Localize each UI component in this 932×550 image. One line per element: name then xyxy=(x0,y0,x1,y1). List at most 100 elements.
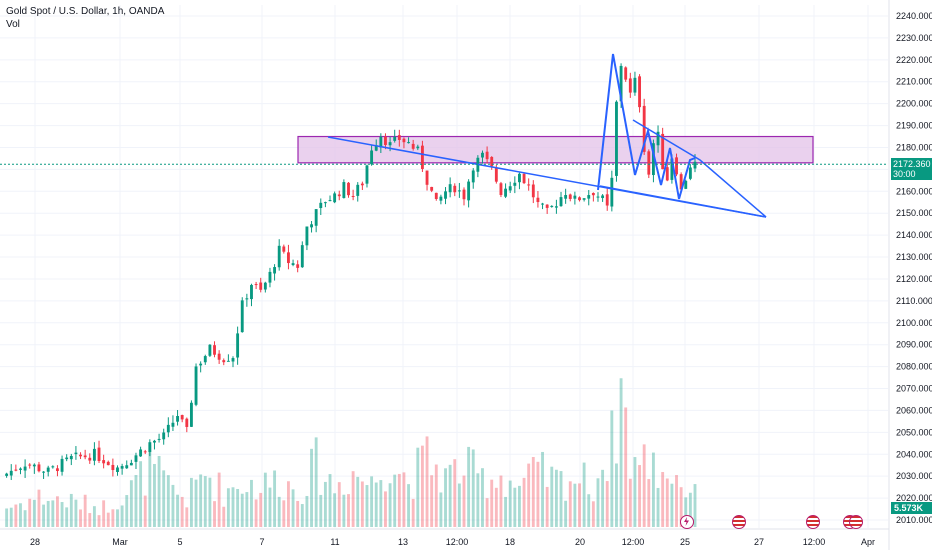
volume-bar xyxy=(296,500,300,527)
candle-body xyxy=(333,193,337,203)
volume-bar xyxy=(305,495,309,527)
upper-wedge-line[interactable] xyxy=(632,119,767,218)
candle-body xyxy=(166,424,170,433)
candle-body xyxy=(481,152,484,158)
volume-bar xyxy=(208,477,212,527)
candle-body xyxy=(263,282,267,290)
volume-bar xyxy=(282,500,286,527)
volume-bar xyxy=(564,500,568,527)
price-tick-label: 2060.000 xyxy=(896,405,932,415)
volume-bar xyxy=(314,437,318,527)
candle-body xyxy=(610,177,614,207)
candle-body xyxy=(296,264,300,268)
resistance-zone-rect[interactable] xyxy=(297,135,814,164)
candle-body xyxy=(323,202,327,204)
time-tick-label: 27 xyxy=(754,537,764,547)
candle-body xyxy=(217,353,221,360)
volume-bar xyxy=(240,493,244,527)
resistance-zone[interactable] xyxy=(297,135,814,164)
candle-body xyxy=(65,457,69,460)
volume-bar xyxy=(587,494,591,527)
candle-body xyxy=(153,440,156,443)
volume-bar xyxy=(92,506,96,527)
candle-body xyxy=(457,190,461,192)
price-axis[interactable]: 2240.000 2230.000 2220.000 2210.000 2200.000… xyxy=(888,0,932,550)
volume-bar xyxy=(143,495,147,527)
volume-bar xyxy=(273,470,277,527)
volume-bar xyxy=(222,506,226,527)
price-tick-label: 2200.000 xyxy=(896,99,932,109)
time-axis[interactable]: 28 Mar 5 7 11 13 12:00 18 20 12:00 25 27 12:00 Apr xyxy=(0,528,889,547)
candle-body xyxy=(277,245,281,268)
volume-bar xyxy=(323,481,327,527)
candle-body xyxy=(356,184,360,196)
chart-legend: Gold Spot / U.S. Dollar, 1h, OANDA Vol xyxy=(6,5,164,31)
candle-body xyxy=(531,184,535,198)
volume-bar xyxy=(670,483,674,527)
volume-bars xyxy=(5,378,697,527)
volume-bar xyxy=(462,475,466,527)
volume-bar xyxy=(476,473,480,527)
trendline-drawings[interactable] xyxy=(327,53,767,218)
candle-body xyxy=(300,245,304,268)
volume-bar xyxy=(531,457,535,527)
candle-body xyxy=(564,195,568,199)
volume-bar xyxy=(434,464,438,527)
candle-body xyxy=(615,101,618,176)
candle-body xyxy=(365,165,369,184)
candle-body xyxy=(116,467,119,472)
volume-bar xyxy=(199,474,203,527)
candle-body xyxy=(273,267,277,274)
candle-body xyxy=(388,142,392,146)
price-tick-label: 2010.000 xyxy=(896,515,932,525)
us-flag-event-icon[interactable] xyxy=(806,515,820,529)
candle-body xyxy=(148,442,152,452)
volume-bar xyxy=(693,484,697,527)
candle-body xyxy=(661,133,665,170)
candle-body xyxy=(347,182,350,196)
candle-body xyxy=(268,271,272,283)
candle-body xyxy=(670,158,674,180)
volume-bar xyxy=(518,485,521,527)
volume-bar xyxy=(407,484,410,527)
candle-body xyxy=(254,284,258,286)
candle-body xyxy=(633,77,637,93)
volume-bar xyxy=(319,494,323,527)
price-tick-label: 2070.000 xyxy=(896,384,932,394)
volume-bar xyxy=(97,515,101,527)
candle-body xyxy=(240,300,244,333)
volume-bar xyxy=(374,482,378,527)
price-tick-label: 2020.000 xyxy=(896,493,932,503)
time-tick-label: 12:00 xyxy=(446,537,469,547)
candle-body xyxy=(83,455,87,458)
volume-bar xyxy=(102,500,106,527)
volume-bar xyxy=(411,498,415,527)
volume-bar xyxy=(675,475,678,527)
candle-body xyxy=(619,65,623,102)
last-volume-tag: 5.573K xyxy=(891,502,932,514)
us-flag-event-icon[interactable] xyxy=(732,515,746,529)
volume-bar xyxy=(610,410,614,527)
volume-bar xyxy=(605,481,609,527)
volume-bar xyxy=(568,481,572,527)
candlestick-series xyxy=(5,63,697,481)
volume-bar xyxy=(120,505,124,527)
volume-bar xyxy=(65,507,69,527)
candle-body xyxy=(527,184,531,186)
symbol-title[interactable]: Gold Spot / U.S. Dollar, 1h, OANDA xyxy=(6,6,165,17)
volume-bar xyxy=(19,503,22,527)
lower-trendline[interactable] xyxy=(599,185,767,218)
us-flag-event-icon[interactable] xyxy=(849,515,863,529)
volume-bar xyxy=(245,492,249,527)
volume-indicator-label[interactable]: Vol xyxy=(6,19,20,30)
volume-bar xyxy=(213,501,216,527)
candle-body xyxy=(379,136,383,148)
lightning-event-icon[interactable] xyxy=(680,515,694,529)
last-price-value: 2172.360 xyxy=(893,159,931,169)
candle-body xyxy=(596,196,600,198)
volume-bar xyxy=(277,496,281,527)
volume-bar xyxy=(153,463,156,527)
wave-pattern[interactable] xyxy=(597,53,696,200)
candle-body xyxy=(259,282,263,290)
